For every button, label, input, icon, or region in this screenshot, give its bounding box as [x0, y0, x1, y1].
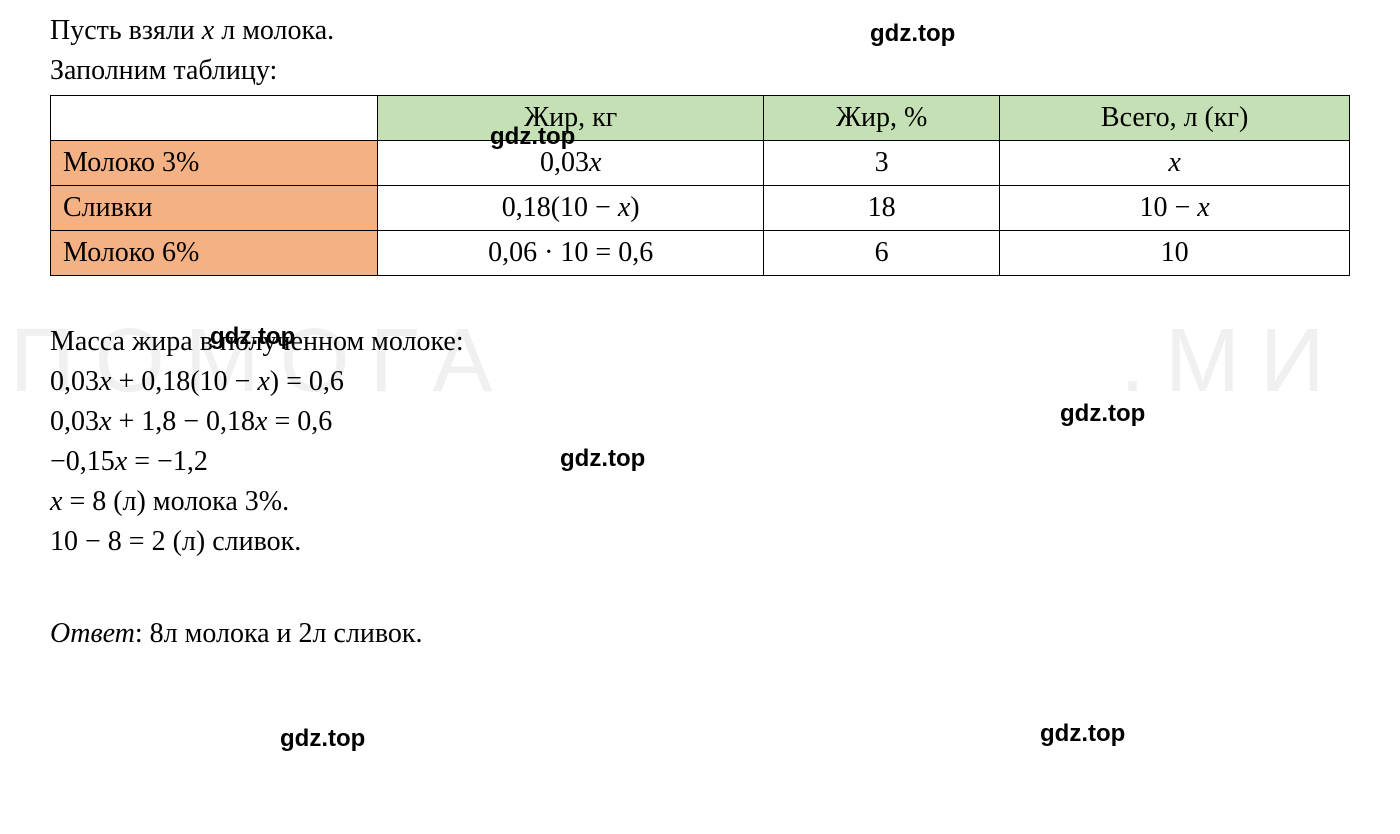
cell-fat-kg: 0,06 · 10 = 0,6 — [378, 231, 764, 276]
watermark-text: gdz.top — [870, 20, 955, 48]
watermark-text: gdz.top — [1060, 400, 1145, 428]
row-label: Молоко 3% — [51, 141, 378, 186]
equation-1: 0,03x + 0,18(10 − x) = 0,6 — [50, 366, 1350, 398]
cell-total: 10 − x — [1000, 186, 1350, 231]
intro-line-1: Пусть взяли x л молока. — [50, 15, 1350, 47]
table-header-fat-percent: Жир, % — [764, 96, 1000, 141]
cell-total: 10 — [1000, 231, 1350, 276]
variable-x: x — [202, 15, 214, 46]
cell-total: x — [1000, 141, 1350, 186]
equation-2: 0,03x + 1,8 − 0,18x = 0,6 — [50, 406, 1350, 438]
answer-text: : 8л молока и 2л сливок. — [135, 618, 423, 649]
equation-4: x = 8 (л) молока 3%. — [50, 486, 1350, 518]
intro-text: Пусть взяли — [50, 15, 202, 46]
intro-text: л молока. — [214, 15, 334, 46]
equation-5: 10 − 8 = 2 (л) сливок. — [50, 526, 1350, 558]
equation-3: −0,15x = −1,2 — [50, 446, 1350, 478]
intro-line-2: Заполним таблицу: — [50, 55, 1350, 87]
watermark-text: gdz.top — [1040, 720, 1125, 748]
table-header-total: Всего, л (кг) — [1000, 96, 1350, 141]
table-row: Сливки 0,18(10 − x) 18 10 − x — [51, 186, 1350, 231]
table-header-empty — [51, 96, 378, 141]
cell-fat-percent: 3 — [764, 141, 1000, 186]
data-table: Жир, кг Жир, % Всего, л (кг) Молоко 3% 0… — [50, 95, 1350, 276]
watermark-text: gdz.top — [280, 725, 365, 753]
cell-fat-percent: 6 — [764, 231, 1000, 276]
table-row: Молоко 3% 0,03x 3 x — [51, 141, 1350, 186]
watermark-text: gdz.top — [210, 323, 295, 351]
row-label: Сливки — [51, 186, 378, 231]
row-label: Молоко 6% — [51, 231, 378, 276]
cell-fat-percent: 18 — [764, 186, 1000, 231]
table-header-row: Жир, кг Жир, % Всего, л (кг) — [51, 96, 1350, 141]
answer-label: Ответ — [50, 618, 135, 649]
cell-fat-kg: 0,18(10 − x) — [378, 186, 764, 231]
table-row: Молоко 6% 0,06 · 10 = 0,6 6 10 — [51, 231, 1350, 276]
answer-line: Ответ: 8л молока и 2л сливок. — [50, 618, 1350, 650]
watermark-text: gdz.top — [560, 445, 645, 473]
watermark-text: gdz.top — [490, 123, 575, 151]
